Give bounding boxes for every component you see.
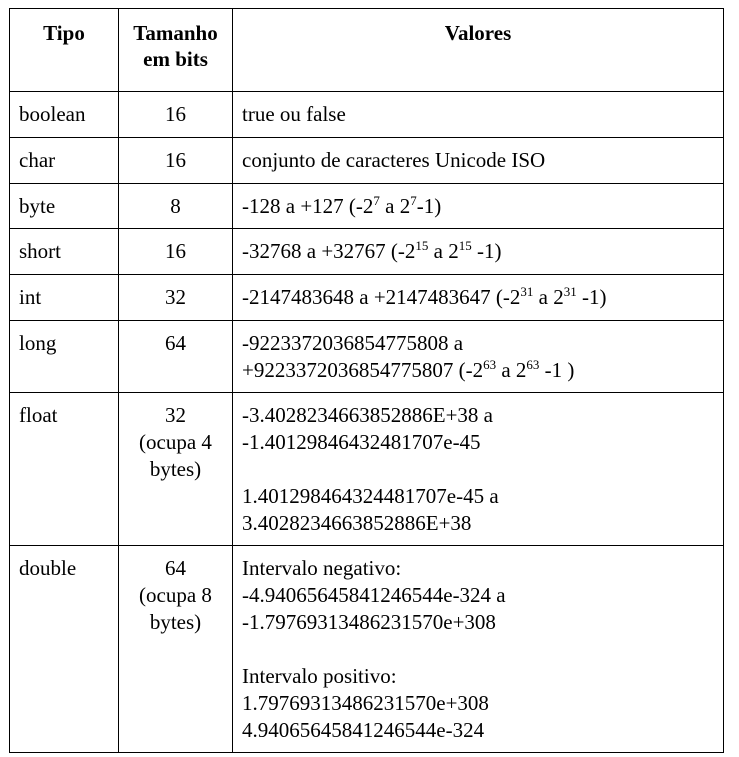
type-cell: boolean — [9, 91, 119, 138]
header-size-line2: em bits — [143, 47, 208, 71]
size-line: (ocupa 4 — [139, 430, 212, 454]
size-cell: 16 — [118, 228, 233, 275]
type-cell: long — [9, 320, 119, 393]
size-line: 64 — [165, 556, 186, 580]
table-row: long 64 -9223372036854775808 a +92233720… — [9, 320, 724, 393]
range-mid: a 2 — [533, 285, 564, 309]
data-types-table: Tipo Tamanho em bits Valores boolean 16 … — [9, 8, 724, 753]
size-cell: 64 (ocupa 8 bytes) — [118, 545, 233, 753]
header-values: Valores — [232, 8, 724, 92]
values-cell: Intervalo negativo: -4.94065645841246544… — [232, 545, 724, 753]
value-line: Intervalo positivo: — [242, 664, 397, 688]
size-cell: 32 — [118, 274, 233, 321]
size-cell: 64 — [118, 320, 233, 393]
value-line: -4.94065645841246544e-324 a — [242, 583, 506, 607]
value-line: Intervalo negativo: — [242, 556, 402, 580]
range-exponent: 63 — [526, 357, 540, 372]
value-line: 1.401298464324481707e-45 a — [242, 484, 499, 508]
table-row: short 16 -32768 a +32767 (-215 a 215 -1) — [9, 228, 724, 275]
header-type: Tipo — [9, 8, 119, 92]
values-cell: -32768 a +32767 (-215 a 215 -1) — [232, 228, 724, 275]
type-cell: float — [9, 392, 119, 546]
value-line: -9223372036854775808 a — [242, 331, 464, 355]
range-end: -1) — [416, 194, 442, 218]
size-cell: 16 — [118, 91, 233, 138]
range-end: -1 ) — [539, 358, 575, 382]
range-end: -1) — [576, 285, 607, 309]
size-line: bytes) — [149, 610, 202, 634]
values-cell: true ou false — [232, 91, 724, 138]
range-text: +9223372036854775807 (-2 — [242, 358, 484, 382]
values-cell: -2147483648 a +2147483647 (-231 a 231 -1… — [232, 274, 724, 321]
size-line: bytes) — [149, 457, 202, 481]
range-mid: a 2 — [496, 358, 527, 382]
range-exponent: 15 — [458, 238, 472, 253]
range-exponent: 7 — [410, 193, 417, 208]
range-exponent: 7 — [373, 193, 380, 208]
value-line: -1.79769313486231570e+308 — [242, 610, 496, 634]
size-cell: 32 (ocupa 4 bytes) — [118, 392, 233, 546]
values-cell: conjunto de caracteres Unicode ISO — [232, 137, 724, 184]
range-mid: a 2 — [428, 239, 459, 263]
table-row: byte 8 -128 a +127 (-27 a 27-1) — [9, 183, 724, 229]
type-cell: byte — [9, 183, 119, 229]
size-cell: 16 — [118, 137, 233, 184]
range-exponent: 31 — [563, 284, 577, 299]
range-text: -32768 a +32767 (-2 — [242, 239, 416, 263]
table-row: float 32 (ocupa 4 bytes) -3.402823466385… — [9, 392, 724, 546]
type-cell: char — [9, 137, 119, 184]
table-row: boolean 16 true ou false — [9, 91, 724, 138]
type-cell: int — [9, 274, 119, 321]
size-line: (ocupa 8 — [139, 583, 212, 607]
range-text: -2147483648 a +2147483647 (-2 — [242, 285, 521, 309]
range-exponent: 15 — [415, 238, 429, 253]
value-line: 3.4028234663852886E+38 — [242, 511, 472, 535]
table-row: double 64 (ocupa 8 bytes) Intervalo nega… — [9, 545, 724, 753]
blank-line — [242, 456, 723, 483]
header-size-line1: Tamanho — [133, 21, 218, 45]
size-line: 32 — [165, 403, 186, 427]
range-mid: a 2 — [379, 194, 411, 218]
value-line: -1.40129846432481707e-45 — [242, 430, 481, 454]
header-row: Tipo Tamanho em bits Valores — [9, 8, 724, 92]
table-row: int 32 -2147483648 a +2147483647 (-231 a… — [9, 274, 724, 321]
type-cell: double — [9, 545, 119, 753]
value-line: -3.4028234663852886E+38 a — [242, 403, 493, 427]
range-end: -1) — [471, 239, 502, 263]
values-cell: -3.4028234663852886E+38 a -1.40129846432… — [232, 392, 724, 546]
type-cell: short — [9, 228, 119, 275]
table-row: char 16 conjunto de caracteres Unicode I… — [9, 137, 724, 184]
values-cell: -128 a +127 (-27 a 27-1) — [232, 183, 724, 229]
value-line: 4.94065645841246544e-324 — [242, 718, 485, 742]
range-text: -128 a +127 (-2 — [242, 194, 374, 218]
size-cell: 8 — [118, 183, 233, 229]
values-cell: -9223372036854775808 a +9223372036854775… — [232, 320, 724, 393]
value-line: 1.79769313486231570e+308 — [242, 691, 489, 715]
blank-line — [242, 636, 723, 663]
range-exponent: 63 — [483, 357, 497, 372]
value-line: +9223372036854775807 (-263 a 263 -1 ) — [242, 357, 723, 384]
range-exponent: 31 — [520, 284, 534, 299]
header-size: Tamanho em bits — [118, 8, 233, 92]
